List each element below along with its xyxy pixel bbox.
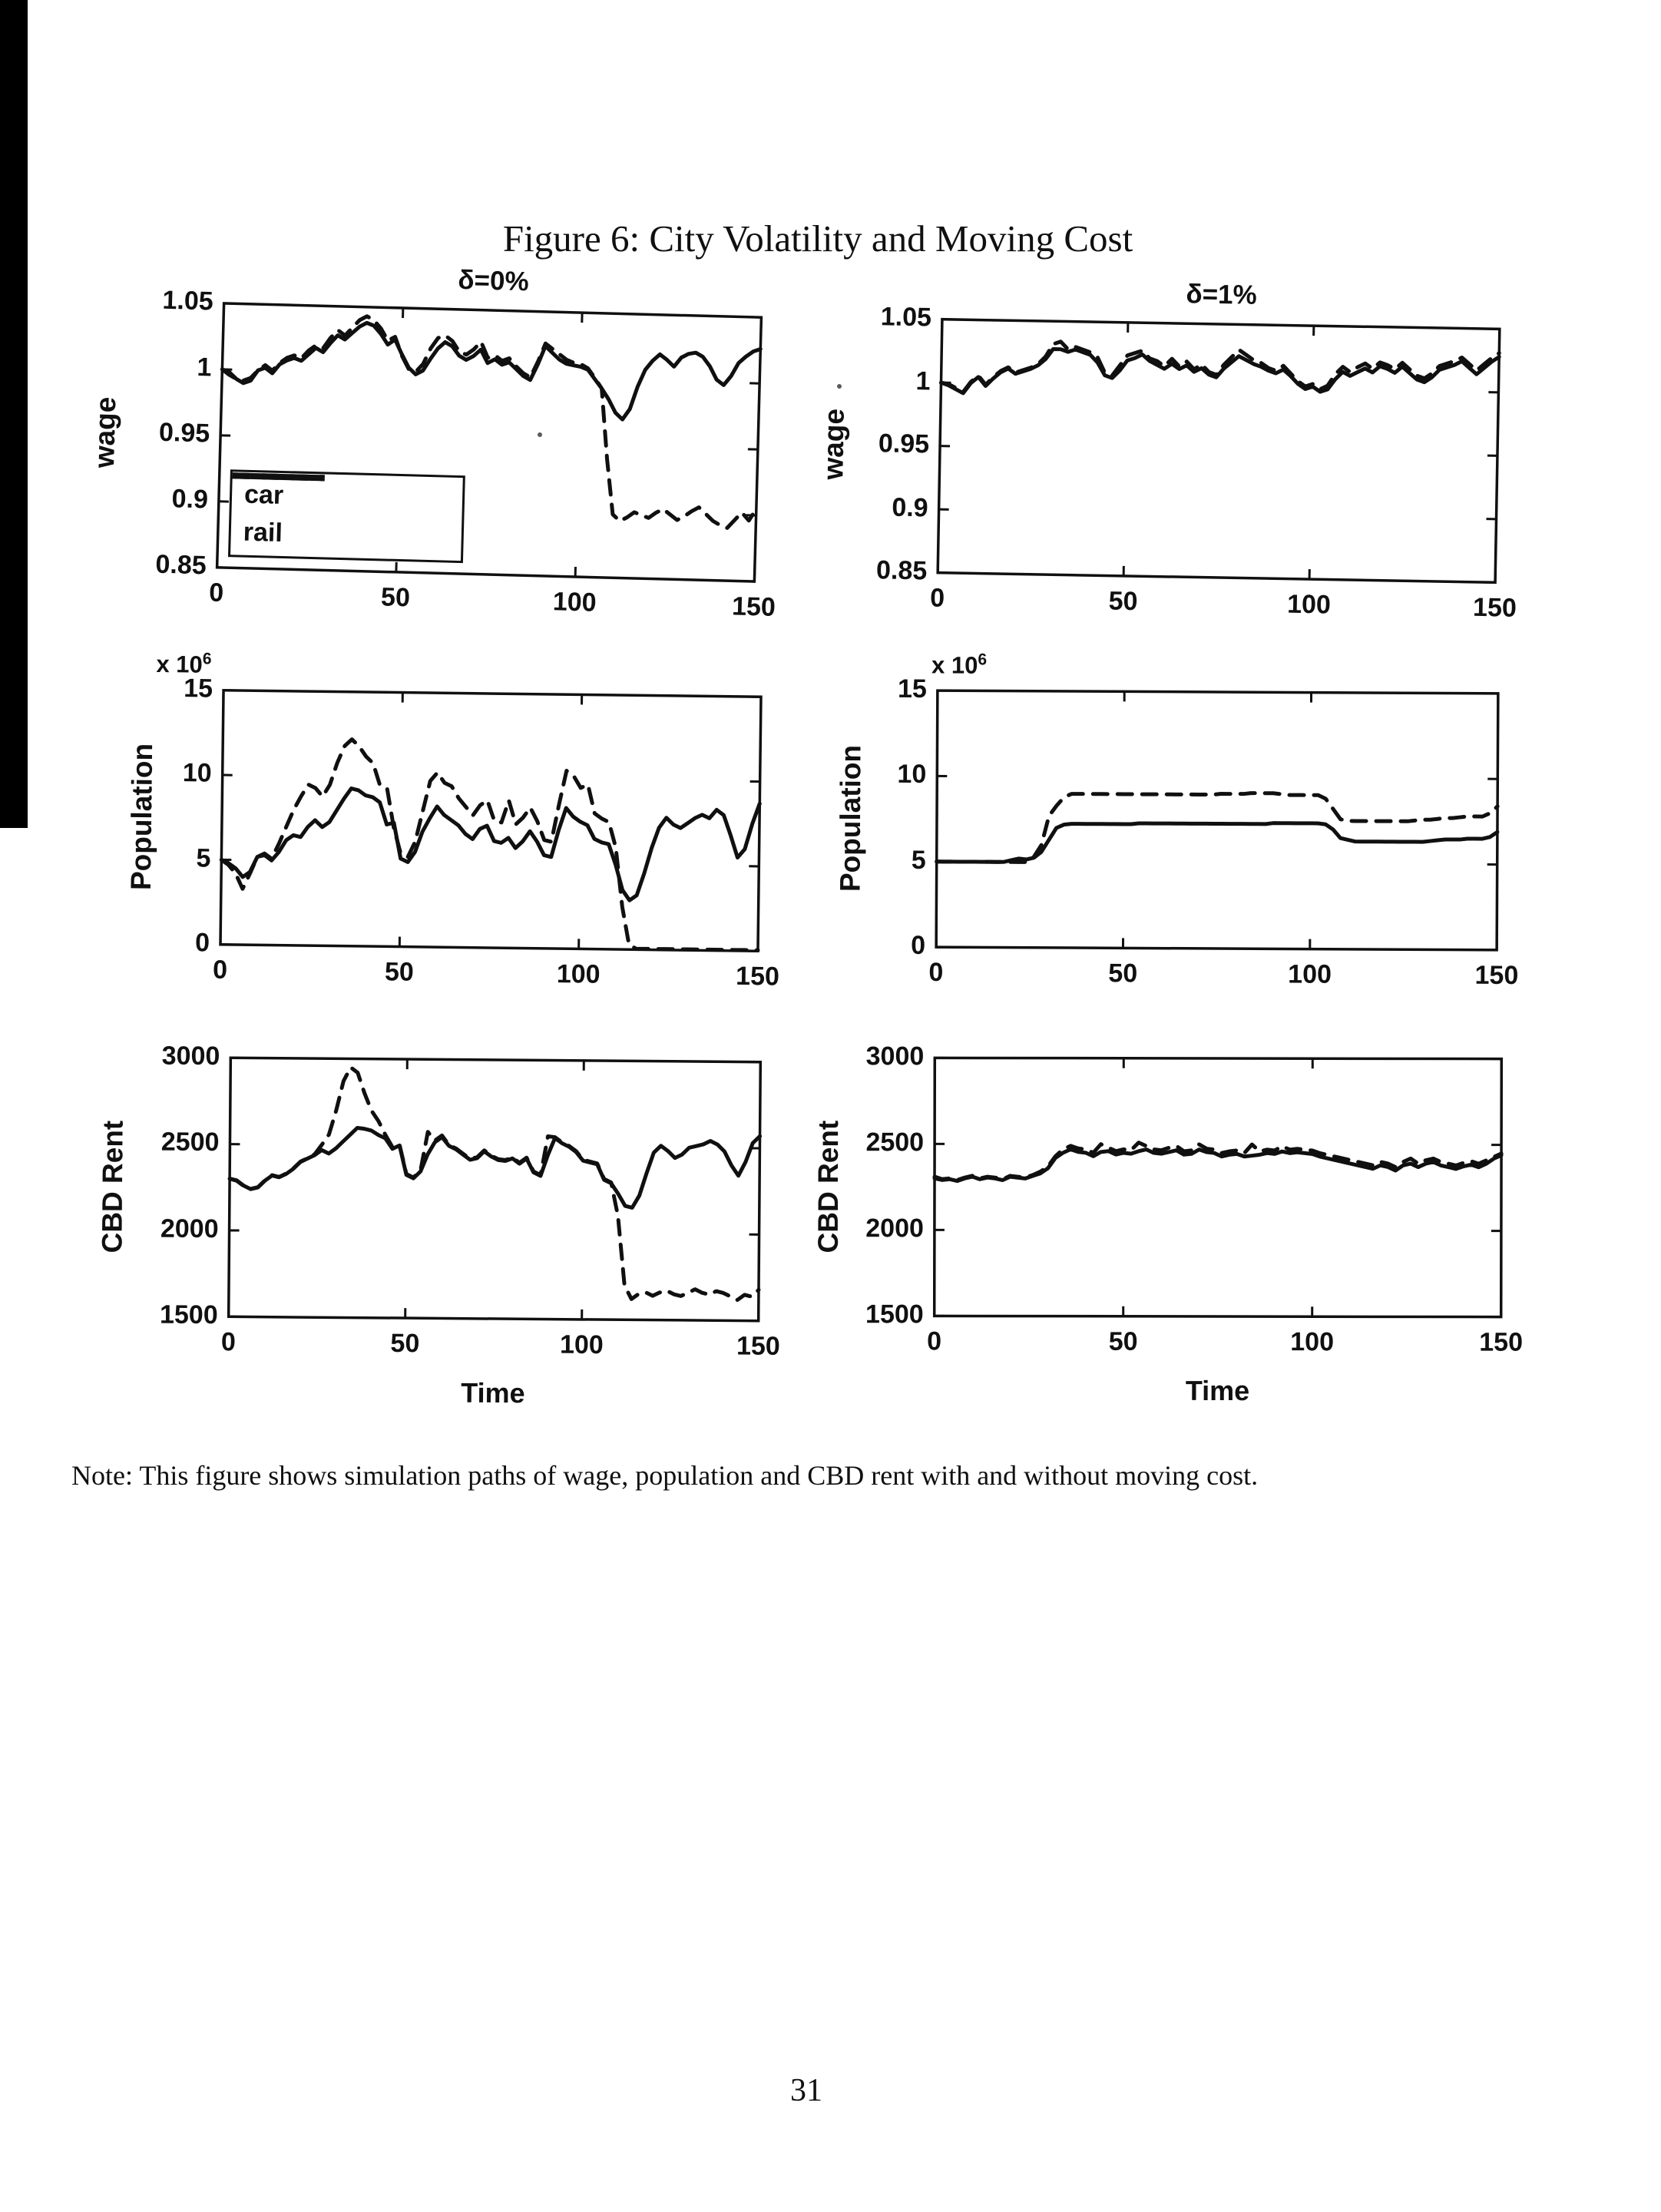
plot-canvas <box>936 317 1501 584</box>
x-axis-label: Time <box>461 1376 525 1409</box>
y-axis-label: wage <box>817 408 850 480</box>
x-tick-label: 0 <box>928 958 944 988</box>
x-tick-label: 150 <box>735 961 780 992</box>
plot-canvas <box>215 302 763 583</box>
car-line <box>227 1125 763 1210</box>
x-tick-label: 150 <box>731 591 776 622</box>
y-tick-label: 0.9 <box>171 484 209 515</box>
x-axis-label: Time <box>1185 1374 1250 1407</box>
column-title: δ=0% <box>457 264 530 297</box>
x-tick-label: 50 <box>1108 959 1138 988</box>
y-tick-label: 1500 <box>865 1300 924 1330</box>
x-tick-label: 50 <box>380 582 411 613</box>
y-axis-label: Population <box>124 743 159 890</box>
legend-row-rail: rail <box>232 472 462 553</box>
rail-line <box>227 1065 761 1302</box>
y-tick-label: 3000 <box>161 1041 220 1071</box>
y-tick-label: 15 <box>897 674 927 704</box>
x-tick-label: 100 <box>559 1330 604 1360</box>
rail-line <box>932 1141 1504 1182</box>
rail-line <box>938 339 1501 394</box>
axis-multiplier-label: x 106 <box>931 651 988 679</box>
page-number: 31 <box>790 2073 822 2108</box>
subplot-cbdrent-delta0: 3000 2500 2000 1500 0 50 100 150 CBD Rent Time <box>96 1041 780 1409</box>
plot-canvas <box>219 688 763 953</box>
y-axis-label: CBD Rent <box>812 1120 845 1253</box>
y-tick-label: 0.85 <box>155 549 207 581</box>
x-tick-label: 0 <box>208 578 224 608</box>
figure-note: Note: This figure shows simulation paths… <box>71 1460 1259 1491</box>
plot-canvas <box>227 1056 763 1323</box>
y-tick-label: 0 <box>911 930 926 961</box>
legend-row-car: car <box>232 472 463 515</box>
axis-multiplier-label: x 106 <box>156 650 212 678</box>
x-tick-label: 100 <box>1288 959 1332 989</box>
y-tick-label: 2500 <box>865 1128 925 1157</box>
x-tick-label: 100 <box>556 959 601 989</box>
rail-line-sample <box>232 472 325 482</box>
y-tick-label: 1.05 <box>880 302 932 333</box>
subplot-population-delta1: 15 10 5 0 0 50 100 150 Population x 106 <box>835 651 1519 990</box>
x-tick-label: 150 <box>1474 960 1519 991</box>
y-tick-label: 0.95 <box>878 429 930 459</box>
scan-speck <box>837 384 842 389</box>
car-line <box>938 347 1501 396</box>
y-tick-label: 0.85 <box>875 555 928 586</box>
subplot-wage-delta1: 1.05 1 0.95 0.9 0.85 0 50 100 150 wage δ=1% <box>817 279 1517 623</box>
y-tick-label: 0.9 <box>892 492 928 522</box>
x-tick-label: 150 <box>1472 592 1517 623</box>
x-tick-label: 50 <box>1108 586 1138 617</box>
rail-line <box>219 737 760 952</box>
rail-line <box>935 791 1500 864</box>
legend: car rail <box>227 469 465 564</box>
y-tick-label: 1500 <box>159 1300 218 1330</box>
car-line <box>935 821 1500 864</box>
car-line <box>220 320 763 422</box>
x-tick-label: 0 <box>212 955 228 985</box>
y-tick-label: 1 <box>915 366 931 396</box>
subplot-wage-delta0: car rail 1.05 1 0.95 0.9 0.85 0 50 100 150 wage δ=… <box>88 265 776 622</box>
x-tick-label: 0 <box>220 1327 237 1357</box>
y-axis-label: CBD Rent <box>96 1120 129 1253</box>
y-tick-label: 0 <box>194 928 210 958</box>
y-axis-label: wage <box>88 396 122 469</box>
subplot-cbdrent-delta1: 3000 2500 2000 1500 0 50 100 150 CBD Rent Time <box>812 1041 1523 1406</box>
x-tick-label: 150 <box>1479 1327 1524 1357</box>
x-tick-label: 0 <box>929 583 945 613</box>
x-tick-label: 0 <box>927 1326 942 1356</box>
x-tick-label: 150 <box>736 1331 780 1361</box>
x-tick-label: 50 <box>1108 1326 1138 1356</box>
car-line <box>219 786 762 902</box>
plot-canvas <box>935 689 1500 952</box>
y-tick-label: 3000 <box>865 1041 925 1071</box>
x-tick-label: 50 <box>384 957 415 987</box>
y-axis-label: Population <box>834 744 867 892</box>
y-tick-label: 2000 <box>865 1214 924 1243</box>
plot-canvas <box>932 1056 1504 1319</box>
scan-edge-artifact <box>0 0 28 828</box>
x-tick-label: 100 <box>552 587 597 618</box>
x-tick-label: 50 <box>390 1328 420 1359</box>
x-tick-label: 100 <box>1286 589 1332 620</box>
y-tick-label: 2000 <box>160 1214 219 1243</box>
y-tick-label: 1 <box>197 353 212 382</box>
legend-label-car: car <box>243 479 284 511</box>
scan-speck <box>538 432 542 437</box>
rail-line <box>220 314 759 530</box>
y-tick-label: 0.95 <box>158 417 210 449</box>
legend-label-rail: rail <box>243 517 283 548</box>
y-tick-label: 1.05 <box>162 285 214 316</box>
subplot-population-delta0: 15 10 5 0 0 50 100 150 Population x 106 <box>125 650 779 991</box>
y-tick-label: 2500 <box>160 1127 220 1157</box>
x-tick-label: 100 <box>1290 1327 1335 1357</box>
column-title: δ=1% <box>1186 279 1258 310</box>
figure-title: Figure 6: City Volatility and Moving Cos… <box>502 217 1133 260</box>
